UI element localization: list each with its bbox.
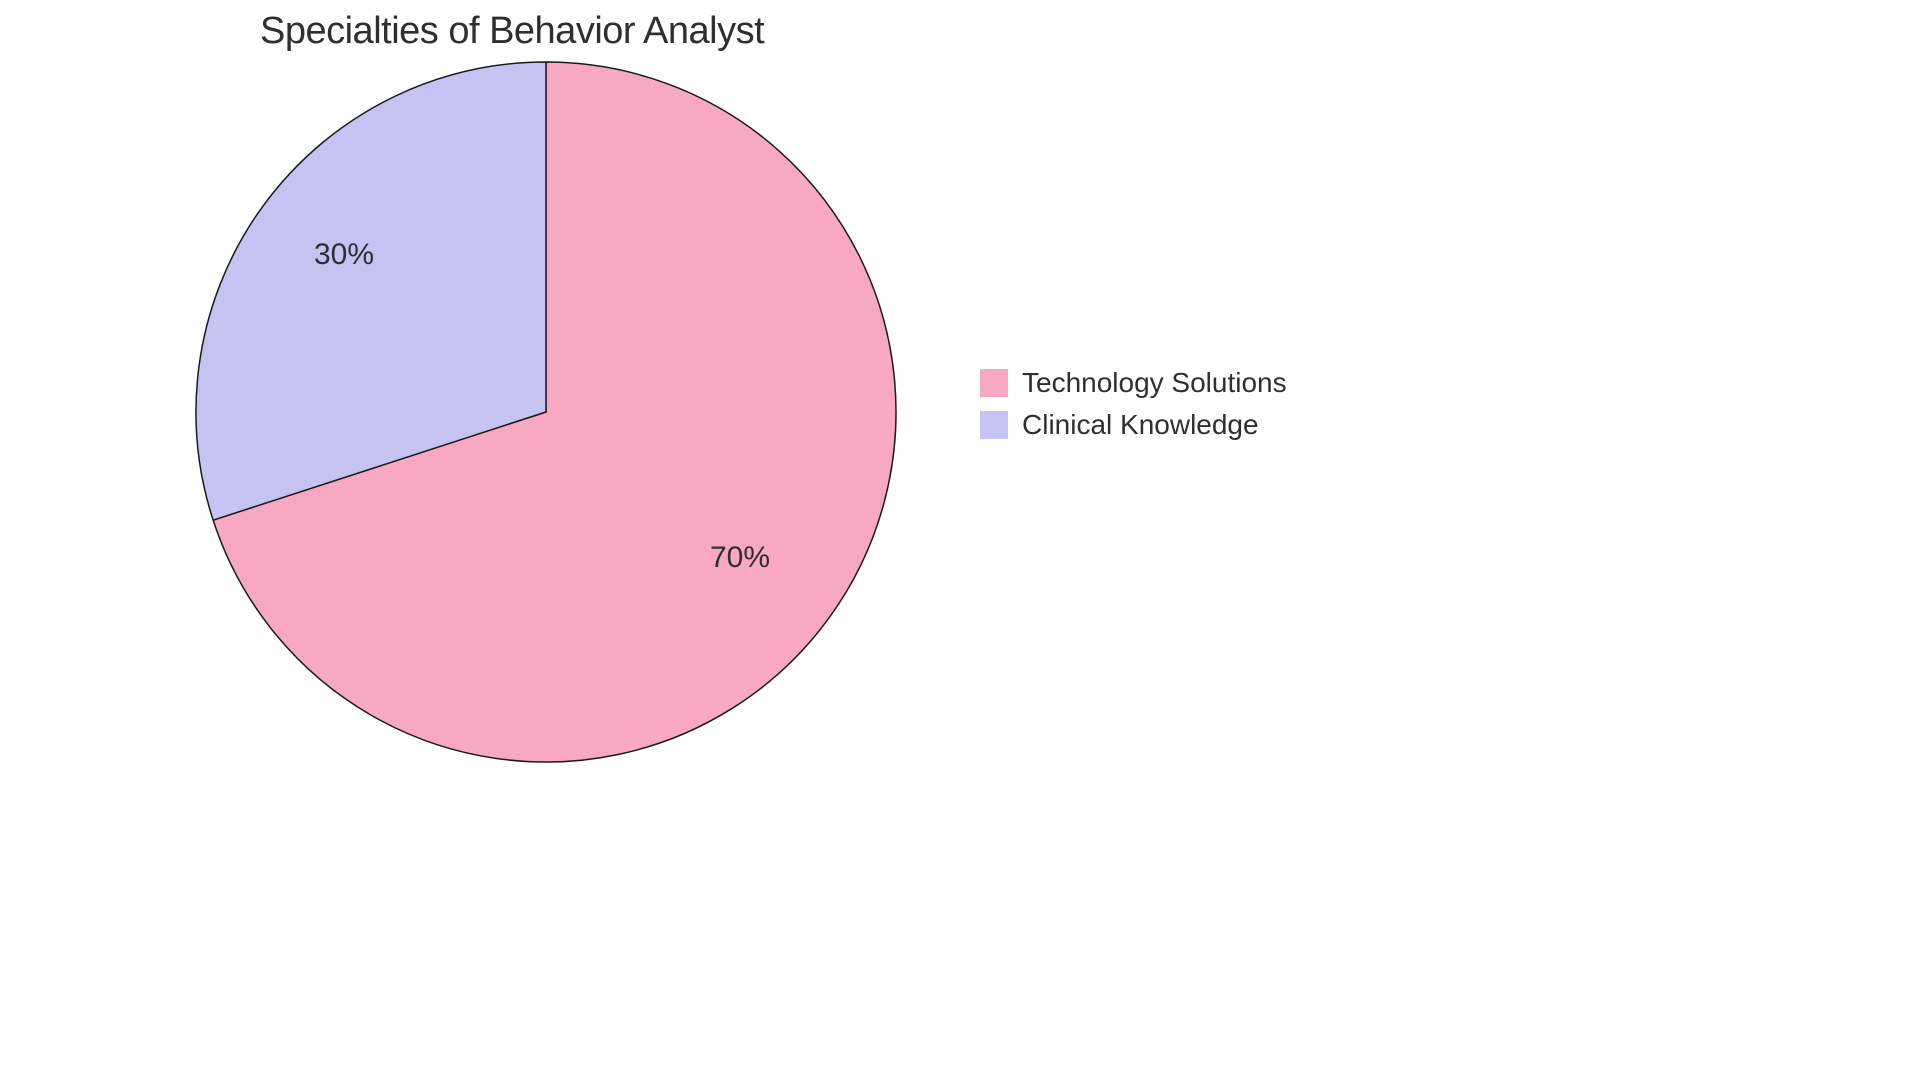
legend-item-1: Clinical Knowledge — [980, 409, 1287, 441]
slice-label-0: 70% — [710, 541, 770, 575]
slice-label-1: 30% — [314, 238, 374, 272]
pie-chart-container: Specialties of Behavior Analyst 70% 30% … — [0, 0, 1920, 1080]
pie-svg — [0, 0, 1920, 1080]
legend: Technology Solutions Clinical Knowledge — [980, 367, 1287, 441]
legend-label-0: Technology Solutions — [1022, 367, 1287, 399]
legend-item-0: Technology Solutions — [980, 367, 1287, 399]
pie-slices — [196, 62, 896, 762]
legend-label-1: Clinical Knowledge — [1022, 409, 1259, 441]
legend-swatch-1 — [980, 411, 1008, 439]
legend-swatch-0 — [980, 369, 1008, 397]
